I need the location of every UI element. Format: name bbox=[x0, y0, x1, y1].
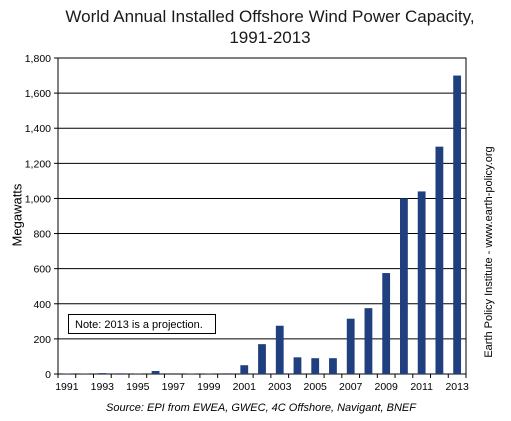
bar-2004 bbox=[293, 357, 302, 374]
x-tick-label: 1995 bbox=[126, 381, 150, 393]
x-tick-label: 2001 bbox=[233, 381, 257, 393]
bar-1991 bbox=[62, 373, 71, 374]
side-credit: Earth Policy Institute - www.earth-polic… bbox=[483, 146, 495, 358]
y-tick-label: 200 bbox=[33, 334, 51, 346]
x-tick-label: 2003 bbox=[268, 381, 292, 393]
x-tick-label: 2013 bbox=[445, 381, 469, 393]
bar-2011 bbox=[417, 191, 426, 374]
x-tick-label: 1991 bbox=[55, 381, 79, 393]
bar-2003 bbox=[275, 325, 284, 374]
x-tick-label: 2009 bbox=[374, 381, 398, 393]
bar-2005 bbox=[311, 358, 320, 374]
bar-2001 bbox=[240, 365, 249, 374]
y-tick-label: 600 bbox=[33, 264, 51, 276]
chart-source: Source: EPI from EWEA, GWEC, 4C Offshore… bbox=[106, 402, 416, 414]
x-tick-label: 2007 bbox=[339, 381, 363, 393]
bar-1993 bbox=[98, 373, 107, 374]
x-tick-label: 1993 bbox=[91, 381, 115, 393]
chart-note: Note: 2013 is a projection. bbox=[68, 314, 216, 334]
y-tick-label: 1,000 bbox=[25, 193, 51, 205]
bar-2010 bbox=[400, 198, 408, 374]
bar-2002 bbox=[258, 344, 266, 374]
bar-2013 bbox=[453, 75, 462, 375]
bar-1994 bbox=[116, 373, 124, 374]
bar-2009 bbox=[382, 273, 391, 374]
x-tick-label: 1997 bbox=[162, 381, 186, 393]
x-tick-label: 1999 bbox=[197, 381, 221, 393]
y-tick-label: 0 bbox=[45, 369, 51, 381]
chart-title-line-1: World Annual Installed Offshore Wind Pow… bbox=[65, 7, 475, 26]
chart-title-line-2: 1991-2013 bbox=[229, 28, 311, 47]
y-tick-label: 1,600 bbox=[25, 88, 51, 100]
y-tick-label: 1,400 bbox=[25, 123, 51, 135]
bar-2008 bbox=[364, 308, 373, 374]
x-tick-label: 2005 bbox=[304, 381, 328, 393]
y-tick-label: 1,200 bbox=[25, 158, 51, 170]
y-tick-label: 800 bbox=[33, 229, 51, 241]
bar-2006 bbox=[329, 358, 337, 374]
bar-2000 bbox=[222, 373, 231, 374]
bar-1996 bbox=[151, 371, 160, 374]
y-tick-label: 1,800 bbox=[25, 53, 51, 65]
x-tick-label: 2011 bbox=[410, 381, 433, 393]
y-tick-label: 400 bbox=[33, 299, 51, 311]
bar-2012 bbox=[435, 146, 444, 374]
chart-title: World Annual Installed Offshore Wind Pow… bbox=[40, 6, 500, 48]
bar-2007 bbox=[346, 318, 355, 374]
